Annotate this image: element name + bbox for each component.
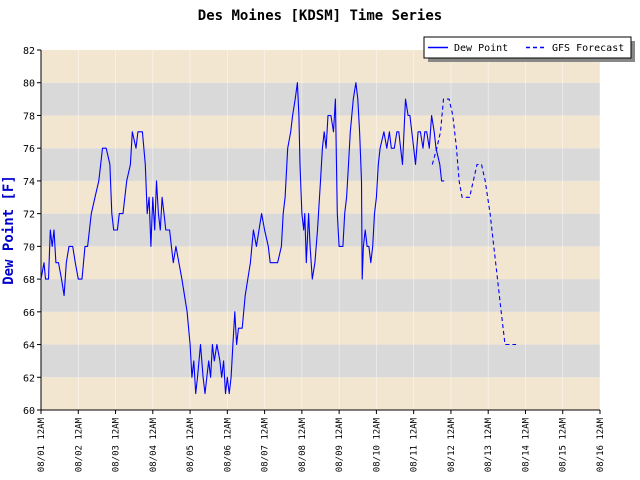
y-axis-label: Dew Point [F]	[1, 175, 17, 285]
y-tick-label: 72	[23, 210, 35, 221]
grid-band	[41, 377, 600, 410]
y-tick-label: 78	[23, 111, 35, 122]
y-tick-label: 62	[23, 373, 35, 384]
x-tick-label: 08/13 12AM	[484, 417, 494, 472]
grid-band	[41, 279, 600, 312]
x-tick-label: 08/02 12AM	[74, 417, 84, 472]
grid-band	[41, 115, 600, 149]
legend-label-dew-point: Dew Point	[454, 43, 508, 54]
grid-band	[41, 246, 600, 280]
x-tick-label: 08/06 12AM	[223, 417, 233, 472]
x-tick-label: 08/01 12AM	[37, 417, 47, 472]
y-tick-label: 60	[23, 406, 35, 417]
chart-title: Des Moines [KDSM] Time Series	[198, 8, 442, 24]
x-tick-label: 08/04 12AM	[149, 417, 159, 472]
x-tick-label: 08/07 12AM	[261, 417, 271, 472]
x-tick-label: 08/14 12AM	[521, 417, 531, 472]
y-tick-label: 66	[23, 308, 35, 319]
grid-band	[41, 82, 600, 116]
legend: Dew Point GFS Forecast	[423, 36, 635, 62]
y-tick-label: 64	[23, 341, 35, 352]
x-tick-label: 08/15 12AM	[559, 417, 569, 472]
y-tick-label: 80	[23, 79, 35, 90]
legend-label-gfs-forecast: GFS Forecast	[552, 43, 624, 54]
plot-area: 60 62 64 66 68 70 72 74 76 78 80 82 08/01 12AM 08/02 …	[23, 46, 606, 472]
x-tick-label: 08/16 12AM	[596, 417, 606, 472]
grid-band	[41, 311, 600, 345]
x-tick-label: 08/09 12AM	[335, 417, 345, 472]
x-tick-label: 08/12 12AM	[447, 417, 457, 472]
y-tick-label: 76	[23, 144, 35, 155]
x-tick-label: 08/11 12AM	[410, 417, 420, 472]
y-tick-label: 82	[23, 46, 35, 57]
series-line-dew-point	[40, 82, 445, 395]
x-tick-label: 08/08 12AM	[298, 417, 308, 472]
y-tick-label: 70	[23, 242, 35, 253]
grid-band	[41, 344, 600, 378]
x-tick-label: 08/05 12AM	[186, 417, 196, 472]
x-tick-label: 08/03 12AM	[112, 417, 122, 472]
y-tick-label: 68	[23, 275, 35, 286]
x-tick-label: 08/10 12AM	[372, 417, 382, 472]
y-tick-label: 74	[23, 177, 35, 188]
grid-band	[41, 213, 600, 247]
